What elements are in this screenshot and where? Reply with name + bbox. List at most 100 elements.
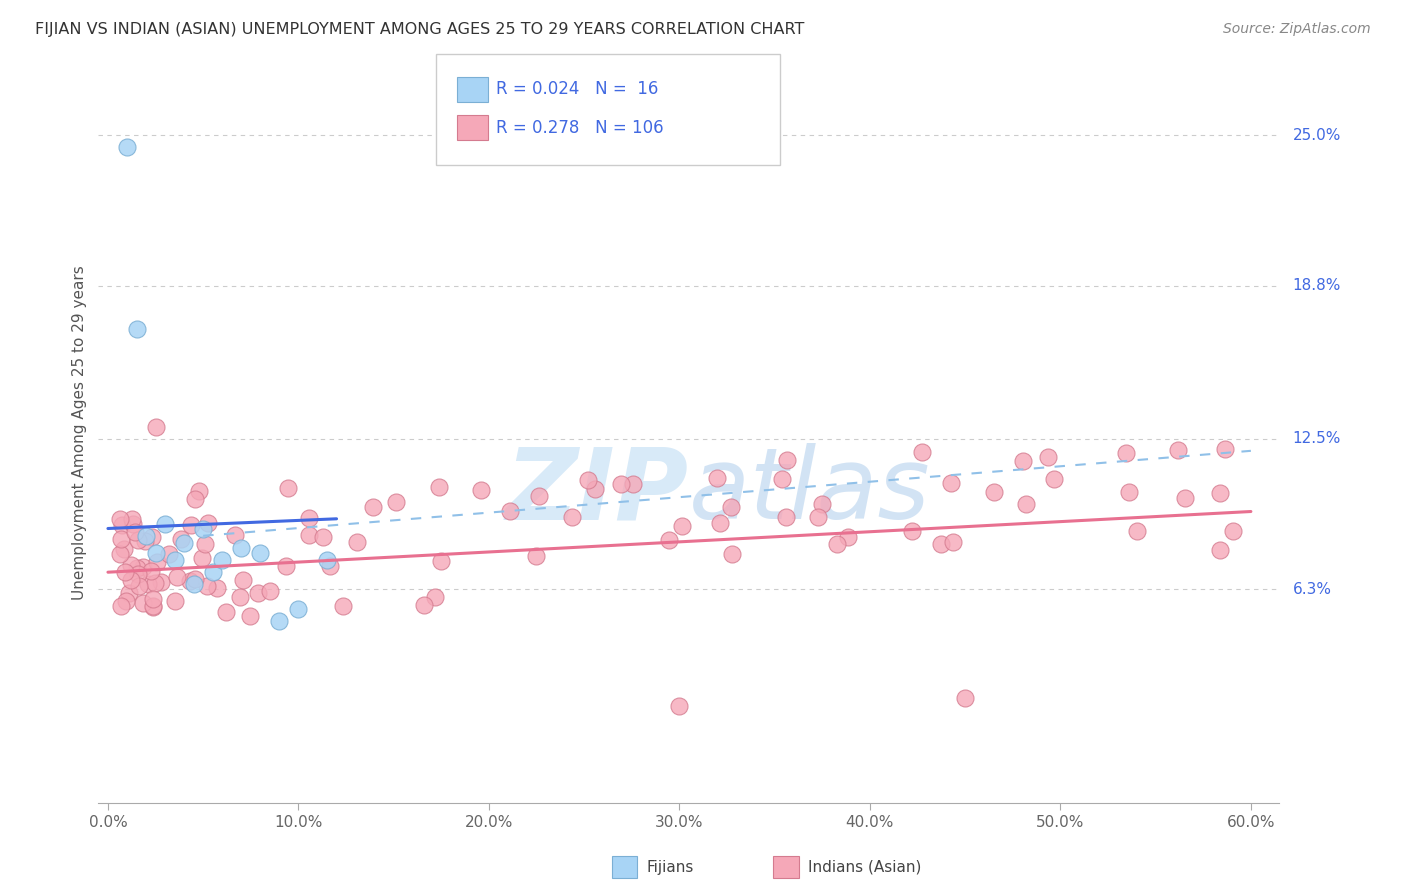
Point — [108, 512, 131, 526]
Point — [311, 530, 333, 544]
Point — [298, 510, 321, 524]
Point — [145, 546, 167, 560]
Point — [720, 500, 742, 514]
Point — [941, 535, 963, 549]
Point — [121, 511, 143, 525]
Point — [197, 516, 219, 530]
Point — [1167, 442, 1189, 457]
Point — [146, 555, 169, 569]
Point — [215, 605, 238, 619]
Point — [721, 547, 744, 561]
Point — [108, 547, 131, 561]
Point — [931, 537, 953, 551]
Point — [706, 470, 728, 484]
Point — [195, 579, 218, 593]
Point — [132, 596, 155, 610]
Point — [668, 698, 690, 713]
Point — [770, 472, 793, 486]
Point — [1036, 450, 1059, 464]
Point — [709, 516, 731, 530]
Point — [384, 495, 406, 509]
Point — [139, 564, 162, 578]
Point — [983, 485, 1005, 500]
Point — [837, 530, 859, 544]
Point — [1115, 446, 1137, 460]
Point — [125, 322, 148, 336]
Point — [427, 480, 450, 494]
Point — [1208, 486, 1230, 500]
Point — [1209, 543, 1232, 558]
Point — [319, 558, 342, 573]
Point — [180, 517, 202, 532]
Point — [132, 560, 155, 574]
Point — [361, 500, 384, 514]
Point — [205, 581, 228, 595]
Point — [110, 599, 132, 613]
Text: R = 0.278   N = 106: R = 0.278 N = 106 — [496, 119, 664, 136]
Point — [1174, 491, 1197, 506]
Point — [239, 609, 262, 624]
Point — [112, 542, 135, 557]
Text: 12.5%: 12.5% — [1292, 431, 1341, 446]
Point — [191, 550, 214, 565]
Point — [658, 533, 681, 548]
Text: atlas: atlas — [689, 443, 931, 541]
Point — [142, 592, 165, 607]
Point — [412, 598, 434, 612]
Point — [1012, 454, 1035, 468]
Point — [194, 536, 217, 550]
Point — [150, 575, 173, 590]
Point — [583, 482, 606, 496]
Point — [529, 489, 551, 503]
Point — [775, 510, 797, 524]
Point — [298, 528, 321, 542]
Point — [165, 594, 187, 608]
Point — [201, 565, 224, 579]
Text: 25.0%: 25.0% — [1292, 128, 1341, 143]
Point — [332, 599, 354, 613]
Point — [939, 476, 962, 491]
Point — [1222, 524, 1244, 538]
Point — [470, 483, 492, 498]
Point — [183, 577, 205, 591]
Point — [228, 590, 250, 604]
Point — [143, 576, 166, 591]
Point — [118, 586, 141, 600]
Point — [142, 599, 165, 613]
Point — [807, 510, 830, 524]
Point — [287, 601, 309, 615]
Point — [776, 452, 799, 467]
Point — [224, 528, 246, 542]
Point — [249, 546, 271, 560]
Point — [142, 600, 165, 615]
Point — [810, 497, 832, 511]
Point — [120, 573, 142, 587]
Point — [259, 584, 281, 599]
Point — [114, 565, 136, 579]
Point — [124, 524, 146, 539]
Point — [346, 534, 368, 549]
Point — [671, 519, 693, 533]
Point — [211, 553, 233, 567]
Point — [1043, 472, 1066, 486]
Point — [499, 504, 522, 518]
Point — [111, 517, 134, 532]
Point — [170, 533, 193, 547]
Point — [122, 517, 145, 532]
Point — [423, 590, 446, 604]
Text: Source: ZipAtlas.com: Source: ZipAtlas.com — [1223, 22, 1371, 37]
Point — [141, 530, 163, 544]
Point — [524, 549, 547, 563]
Point — [621, 477, 644, 491]
Point — [125, 560, 148, 574]
Text: R = 0.024   N =  16: R = 0.024 N = 16 — [496, 80, 658, 98]
Point — [1015, 497, 1038, 511]
Point — [120, 558, 142, 572]
Point — [128, 579, 150, 593]
Point — [953, 691, 976, 706]
Point — [232, 573, 254, 587]
Text: 6.3%: 6.3% — [1292, 582, 1331, 597]
Point — [911, 445, 934, 459]
Point — [1213, 442, 1236, 456]
Point — [173, 536, 195, 550]
